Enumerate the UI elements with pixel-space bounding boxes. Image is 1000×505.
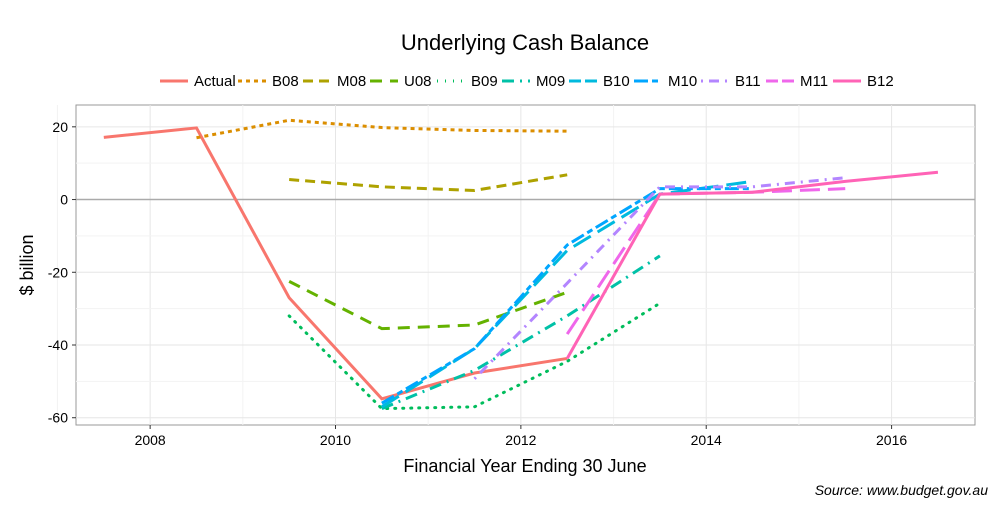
x-tick-label: 2014 [691,432,722,448]
legend-label: M08 [337,73,366,90]
series-line-b11 [473,176,846,380]
y-tick-label: 0 [60,192,68,208]
x-tick-label: 2010 [320,432,351,448]
x-tick-label: 2016 [876,432,907,448]
axis-ticks: 2008 2010 2012 2014 2016 20 0 -20 -40 -60 [48,119,908,448]
legend-label: M11 [800,73,828,90]
series-lines [103,118,939,411]
series-line-m08 [289,173,568,192]
legend-label: M09 [536,73,565,90]
legend-label: B10 [603,73,630,90]
legend-label: B08 [272,73,299,90]
series-line-b09 [287,301,662,411]
y-tick-label: -40 [48,337,68,353]
series-line-b12 [565,170,939,360]
legend-label: B11 [735,73,761,90]
y-tick-label: 20 [52,119,68,135]
series-line-actual [103,126,568,401]
source-note: Source: www.budget.gov.au [815,482,989,498]
legend-label: Actual [194,73,236,90]
y-tick-label: -60 [48,410,68,426]
series-line-u08 [288,280,568,331]
legend-label: U08 [404,73,432,90]
legend-label: M10 [668,73,697,90]
x-axis-label: Financial Year Ending 30 June [403,456,646,476]
legend: Actual B08 M08 U08 B09 M09 B10 M10 B11 M11 B12 [160,73,894,90]
series-line-b10 [381,179,753,409]
grid [56,105,975,425]
series-line-m09 [381,254,661,411]
legend-label: B12 [867,73,894,90]
x-tick-label: 2012 [505,432,536,448]
series-line-b08 [196,118,568,140]
plot-panel [75,104,976,426]
chart-title: Underlying Cash Balance [401,30,649,55]
x-tick-label: 2008 [135,432,166,448]
series-line-m10 [381,187,753,405]
y-axis-label: $ billion [17,234,37,295]
legend-label: B09 [471,73,498,90]
y-tick-label: -20 [48,264,68,280]
